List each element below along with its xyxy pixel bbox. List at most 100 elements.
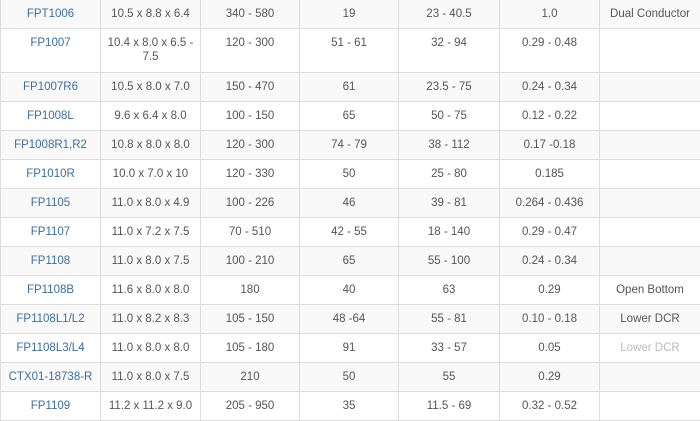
value-cell: 42 - 55 xyxy=(300,218,399,247)
current-cell: 55 xyxy=(399,363,500,392)
dcr-cell: 0.17 -0.18 xyxy=(500,131,600,160)
part-number-link[interactable]: FP1108 xyxy=(1,247,101,276)
part-number-link[interactable]: FP1010R xyxy=(1,160,101,189)
current-cell: 18 - 140 xyxy=(399,218,500,247)
current-cell: 55 - 81 xyxy=(399,305,500,334)
part-number-link[interactable]: FPT1006 xyxy=(1,0,101,29)
inductance-cell: 205 - 950 xyxy=(201,392,300,421)
value-cell: 48 -64 xyxy=(300,305,399,334)
dcr-cell: 0.10 - 0.18 xyxy=(500,305,600,334)
notes-cell xyxy=(600,29,700,73)
current-cell: 33 - 57 xyxy=(399,334,500,363)
value-cell: 50 xyxy=(300,363,399,392)
inductance-cell: 340 - 580 xyxy=(201,0,300,29)
part-number-link[interactable]: CTX01-18738-R xyxy=(1,363,101,392)
current-cell: 38 - 112 xyxy=(399,131,500,160)
dimensions-cell: 11.0 x 8.0 x 4.9 xyxy=(101,189,201,218)
value-cell: 91 xyxy=(300,334,399,363)
dimensions-cell: 9.6 x 6.4 x 8.0 xyxy=(101,102,201,131)
part-number-link[interactable]: FP1008L xyxy=(1,102,101,131)
value-cell: 40 xyxy=(300,276,399,305)
dimensions-cell: 11.0 x 7.2 x 7.5 xyxy=(101,218,201,247)
current-cell: 25 - 80 xyxy=(399,160,500,189)
part-number-link[interactable]: FP1108L1/L2 xyxy=(1,305,101,334)
current-cell: 50 - 75 xyxy=(399,102,500,131)
part-number-link[interactable]: FP1108L3/L4 xyxy=(1,334,101,363)
value-cell: 50 xyxy=(300,160,399,189)
value-cell: 51 - 61 xyxy=(300,29,399,73)
part-number-link[interactable]: FP1105 xyxy=(1,189,101,218)
value-cell: 65 xyxy=(300,247,399,276)
value-cell: 61 xyxy=(300,73,399,102)
value-cell: 35 xyxy=(300,392,399,421)
inductance-cell: 210 xyxy=(201,363,300,392)
dcr-cell: 0.05 xyxy=(500,334,600,363)
inductance-cell: 120 - 300 xyxy=(201,29,300,73)
dimensions-cell: 11.0 x 8.0 x 8.0 xyxy=(101,334,201,363)
part-number-link[interactable]: FP1109 xyxy=(1,392,101,421)
dimensions-cell: 11.0 x 8.0 x 7.5 xyxy=(101,363,201,392)
inductance-cell: 70 - 510 xyxy=(201,218,300,247)
current-cell: 32 - 94 xyxy=(399,29,500,73)
current-cell: 39 - 81 xyxy=(399,189,500,218)
dcr-cell: 0.185 xyxy=(500,160,600,189)
dcr-cell: 0.32 - 0.52 xyxy=(500,392,600,421)
value-cell: 46 xyxy=(300,189,399,218)
value-cell: 19 xyxy=(300,0,399,29)
inductance-cell: 150 - 470 xyxy=(201,73,300,102)
part-number-link[interactable]: FP1108B xyxy=(1,276,101,305)
inductance-cell: 100 - 226 xyxy=(201,189,300,218)
dcr-cell: 0.12 - 0.22 xyxy=(500,102,600,131)
part-number-link[interactable]: FP1008R1,R2 xyxy=(1,131,101,160)
dcr-cell: 1.0 xyxy=(500,0,600,29)
inductance-cell: 105 - 180 xyxy=(201,334,300,363)
current-cell: 23 - 40.5 xyxy=(399,0,500,29)
dimensions-cell: 10.8 x 8.0 x 8.0 xyxy=(101,131,201,160)
notes-cell xyxy=(600,102,700,131)
dcr-cell: 0.29 - 0.47 xyxy=(500,218,600,247)
part-number-link[interactable]: FP1107 xyxy=(1,218,101,247)
current-cell: 63 xyxy=(399,276,500,305)
notes-cell xyxy=(600,160,700,189)
inductance-cell: 120 - 300 xyxy=(201,131,300,160)
dimensions-cell: 11.2 x 11.2 x 9.0 xyxy=(101,392,201,421)
inductance-cell: 105 - 150 xyxy=(201,305,300,334)
notes-cell xyxy=(600,247,700,276)
dcr-cell: 0.24 - 0.34 xyxy=(500,73,600,102)
value-cell: 65 xyxy=(300,102,399,131)
dcr-cell: 0.29 xyxy=(500,363,600,392)
inductance-cell: 100 - 210 xyxy=(201,247,300,276)
part-number-link[interactable]: FP1007 xyxy=(1,29,101,73)
inductance-cell: 100 - 150 xyxy=(201,102,300,131)
current-cell: 55 - 100 xyxy=(399,247,500,276)
part-number-link[interactable]: FP1007R6 xyxy=(1,73,101,102)
inductance-cell: 120 - 330 xyxy=(201,160,300,189)
dcr-cell: 0.24 - 0.34 xyxy=(500,247,600,276)
dimensions-cell: 11.6 x 8.0 x 8.0 xyxy=(101,276,201,305)
notes-cell xyxy=(600,392,700,421)
inductance-cell: 180 xyxy=(201,276,300,305)
dcr-cell: 0.29 xyxy=(500,276,600,305)
dimensions-cell: 11.0 x 8.0 x 7.5 xyxy=(101,247,201,276)
notes-cell: Dual Conductor xyxy=(600,0,700,29)
notes-cell xyxy=(600,218,700,247)
dimensions-cell: 10.0 x 7.0 x 10 xyxy=(101,160,201,189)
notes-cell xyxy=(600,363,700,392)
notes-cell: Lower DCR xyxy=(600,305,700,334)
current-cell: 11.5 - 69 xyxy=(399,392,500,421)
notes-cell xyxy=(600,131,700,160)
value-cell: 74 - 79 xyxy=(300,131,399,160)
notes-cell xyxy=(600,189,700,218)
current-cell: 23.5 - 75 xyxy=(399,73,500,102)
dcr-cell: 0.29 - 0.48 xyxy=(500,29,600,73)
